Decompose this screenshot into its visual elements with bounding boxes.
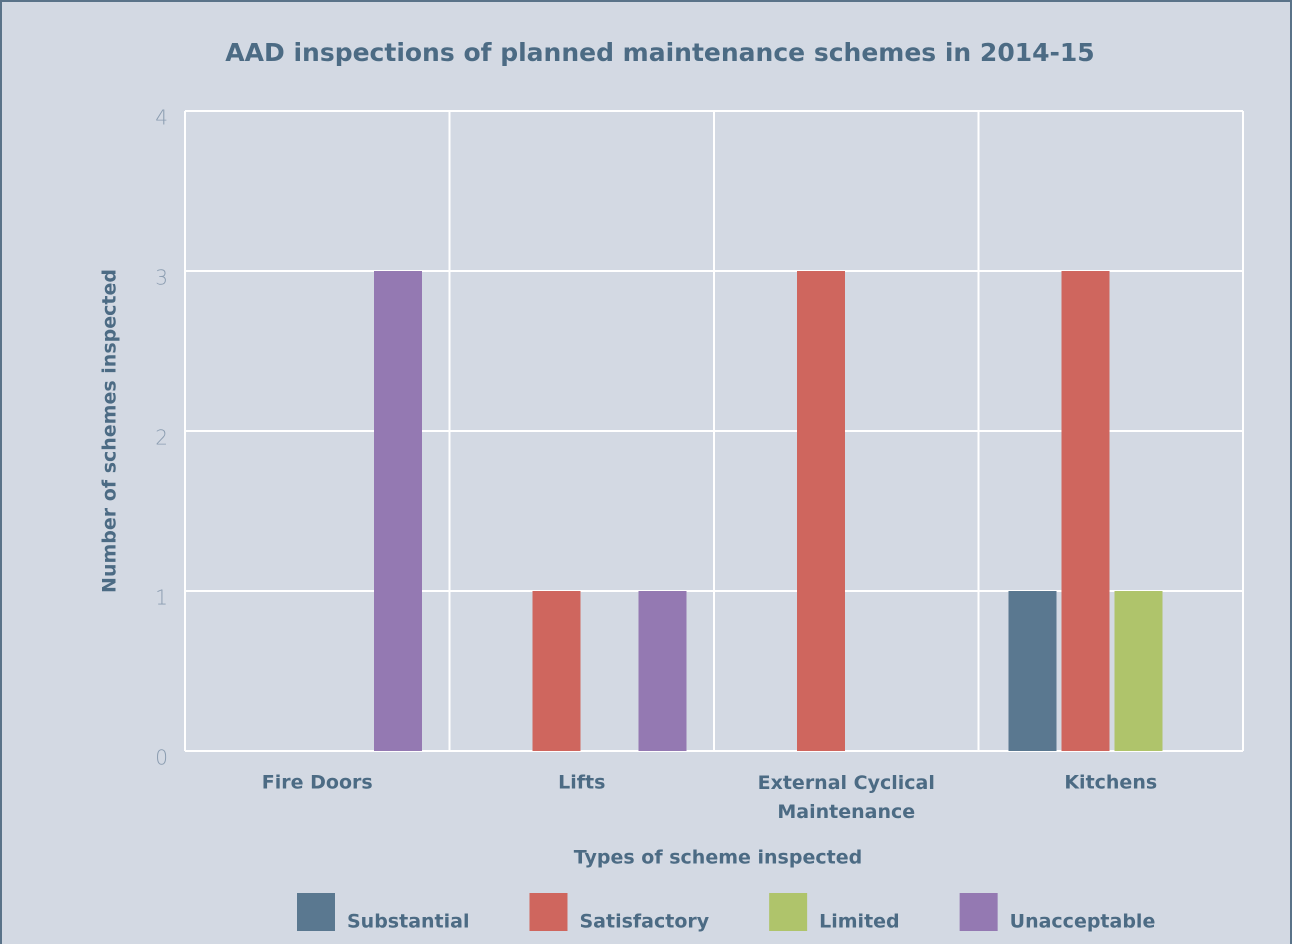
bar xyxy=(374,271,422,751)
y-tick-label: 1 xyxy=(155,586,168,610)
x-axis-title: Types of scheme inspected xyxy=(574,847,862,869)
bar xyxy=(1008,591,1057,751)
y-tick-label: 0 xyxy=(155,746,168,770)
bar xyxy=(797,271,845,751)
x-tick-label: Fire Doors xyxy=(262,772,373,794)
legend-swatch xyxy=(529,893,568,931)
x-tick-label: Lifts xyxy=(558,772,605,794)
legend-label: Satisfactory xyxy=(579,911,709,933)
y-tick-label: 2 xyxy=(155,426,168,450)
legend-swatch xyxy=(297,893,335,931)
y-tick-label: 3 xyxy=(155,266,168,290)
bar xyxy=(1061,271,1110,751)
legend-label: Limited xyxy=(819,911,900,933)
legend-swatch xyxy=(959,893,998,931)
chart-title: AAD inspections of planned maintenance s… xyxy=(225,38,1094,67)
bar xyxy=(1114,591,1163,751)
x-tick-label: External Cyclical Maintenance xyxy=(758,772,935,823)
x-tick-label: Kitchens xyxy=(1064,772,1157,794)
legend-label: Unacceptable xyxy=(1010,911,1156,933)
bar xyxy=(638,591,687,751)
y-tick-label: 4 xyxy=(155,106,168,130)
y-axis-title: Number of schemes inspected xyxy=(99,269,121,593)
legend-label: Substantial xyxy=(347,911,469,933)
bar xyxy=(532,591,581,751)
legend-swatch xyxy=(769,893,808,931)
